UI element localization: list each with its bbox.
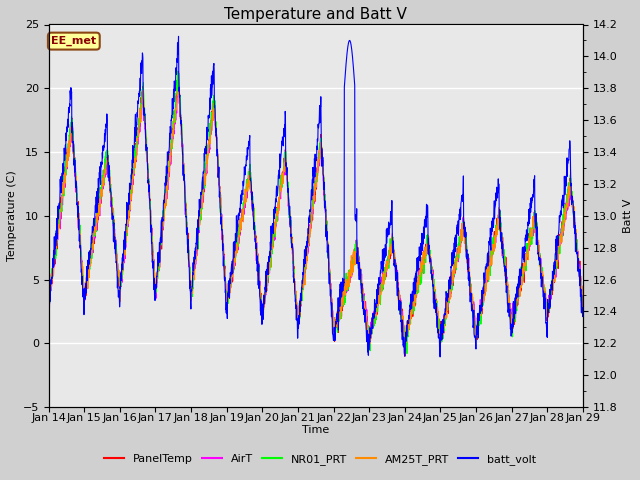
- PanelTemp: [175, 69, 182, 74]
- PanelTemp: [401, 353, 409, 359]
- batt_volt: [436, 354, 444, 360]
- NR01_PRT: [45, 303, 52, 309]
- AirT: [579, 302, 587, 308]
- AirT: [45, 300, 52, 306]
- AirT: [547, 294, 555, 300]
- Title: Temperature and Batt V: Temperature and Batt V: [224, 7, 407, 22]
- NR01_PRT: [472, 330, 479, 336]
- NR01_PRT: [173, 68, 181, 74]
- Text: EE_met: EE_met: [51, 36, 97, 46]
- NR01_PRT: [343, 282, 351, 288]
- PanelTemp: [45, 294, 52, 300]
- Line: AM25T_PRT: AM25T_PRT: [49, 88, 583, 347]
- PanelTemp: [343, 283, 351, 288]
- batt_volt: [45, 291, 52, 297]
- NR01_PRT: [332, 322, 339, 327]
- batt_volt: [332, 330, 339, 336]
- AirT: [175, 80, 182, 85]
- batt_volt: [343, 53, 351, 59]
- batt_volt: [194, 234, 202, 240]
- PanelTemp: [194, 245, 202, 251]
- AM25T_PRT: [579, 302, 587, 308]
- AirT: [532, 228, 540, 233]
- NR01_PRT: [403, 351, 411, 357]
- PanelTemp: [547, 290, 555, 296]
- AM25T_PRT: [402, 344, 410, 349]
- AM25T_PRT: [45, 295, 52, 300]
- NR01_PRT: [532, 221, 540, 227]
- AM25T_PRT: [532, 223, 540, 229]
- AM25T_PRT: [194, 238, 202, 244]
- Y-axis label: Batt V: Batt V: [623, 199, 633, 233]
- batt_volt: [547, 282, 555, 288]
- AM25T_PRT: [343, 281, 351, 287]
- batt_volt: [175, 34, 182, 39]
- NR01_PRT: [547, 283, 555, 289]
- AM25T_PRT: [472, 325, 479, 331]
- Line: NR01_PRT: NR01_PRT: [49, 71, 583, 354]
- PanelTemp: [532, 217, 540, 223]
- Line: PanelTemp: PanelTemp: [49, 72, 583, 356]
- AirT: [332, 327, 339, 333]
- PanelTemp: [472, 322, 479, 328]
- Y-axis label: Temperature (C): Temperature (C): [7, 170, 17, 261]
- batt_volt: [579, 310, 587, 315]
- X-axis label: Time: Time: [302, 425, 330, 435]
- PanelTemp: [332, 329, 339, 335]
- AirT: [472, 324, 479, 330]
- PanelTemp: [579, 309, 587, 314]
- Legend: PanelTemp, AirT, NR01_PRT, AM25T_PRT, batt_volt: PanelTemp, AirT, NR01_PRT, AM25T_PRT, ba…: [100, 450, 540, 469]
- NR01_PRT: [194, 227, 202, 233]
- batt_volt: [532, 211, 540, 216]
- AM25T_PRT: [332, 317, 339, 323]
- AirT: [401, 349, 408, 355]
- AirT: [343, 274, 351, 280]
- Line: batt_volt: batt_volt: [49, 36, 583, 357]
- AirT: [194, 241, 202, 247]
- Line: AirT: AirT: [49, 83, 583, 352]
- batt_volt: [472, 333, 479, 339]
- AM25T_PRT: [175, 85, 182, 91]
- AM25T_PRT: [547, 286, 555, 291]
- NR01_PRT: [579, 300, 587, 306]
